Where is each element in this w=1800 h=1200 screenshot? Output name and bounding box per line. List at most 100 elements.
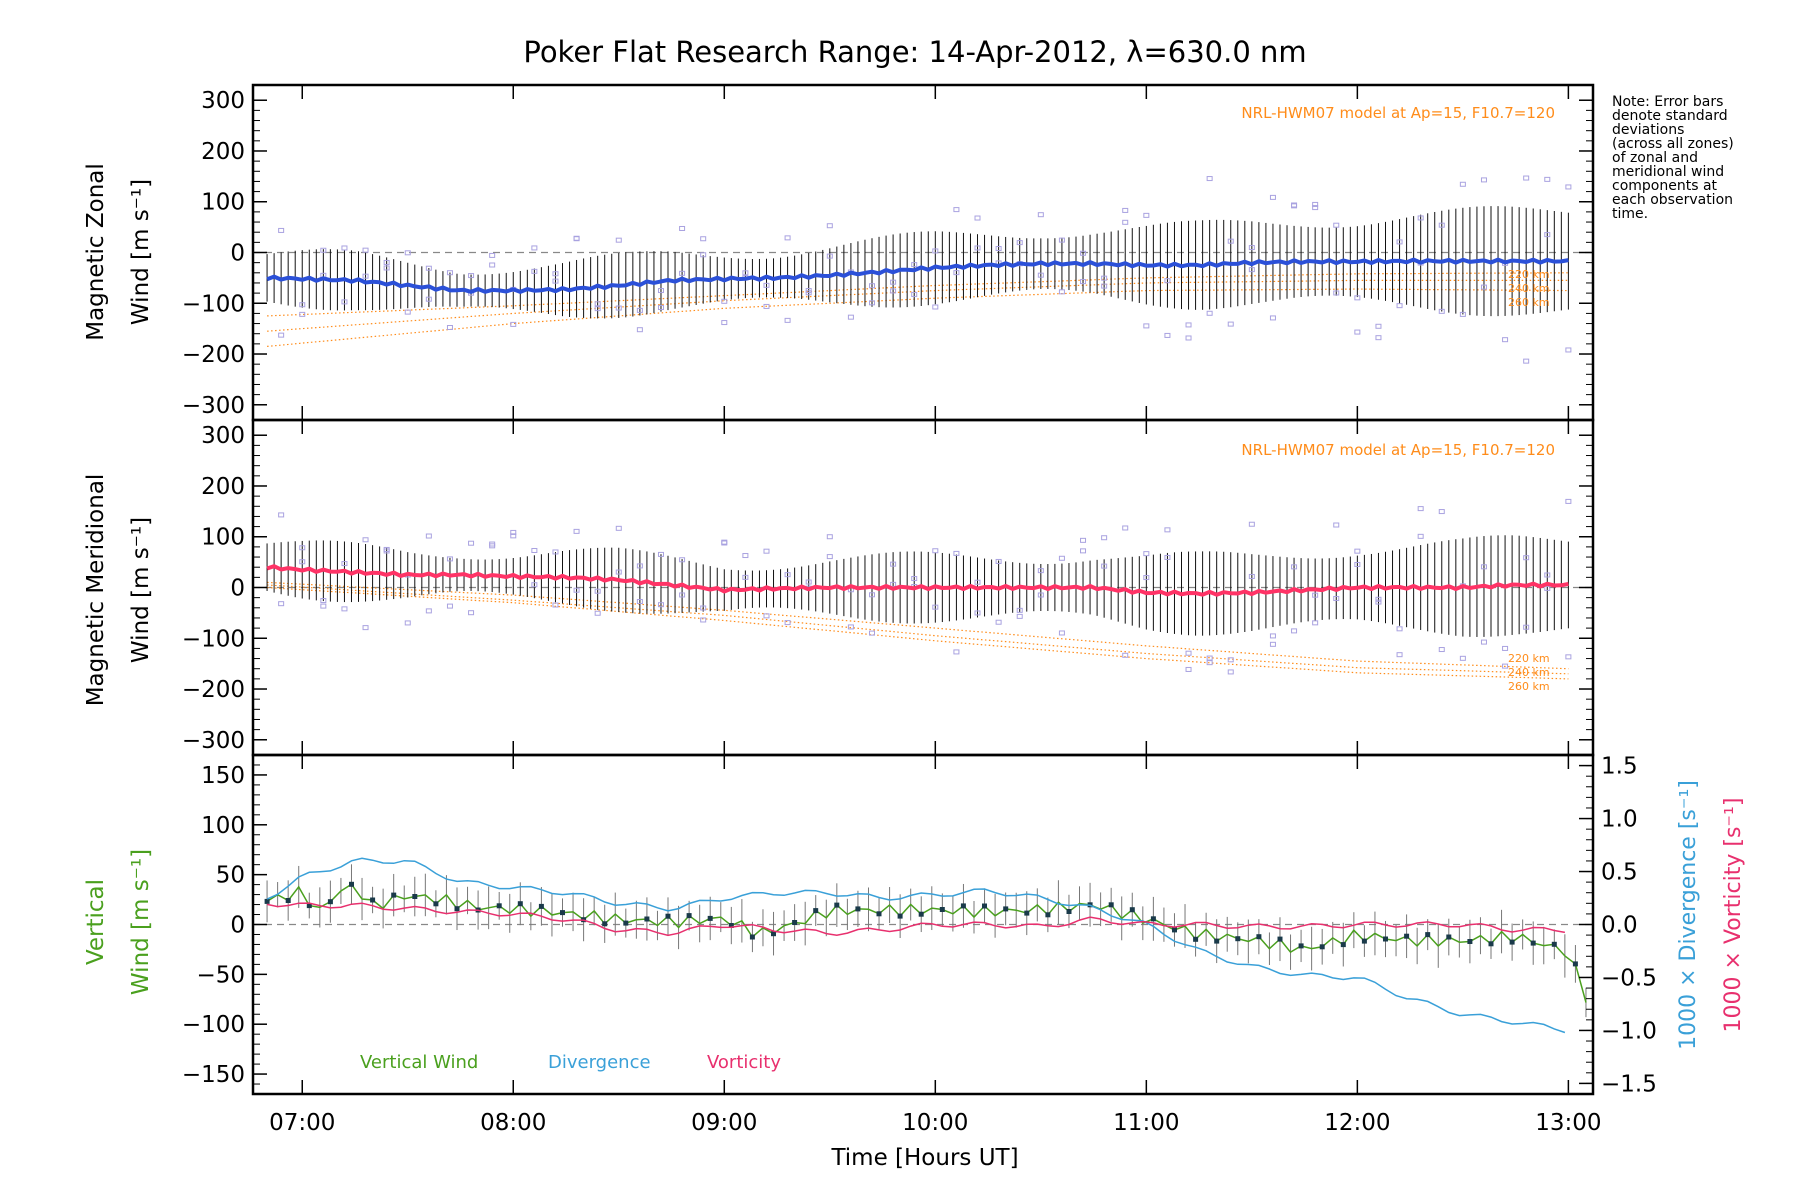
vertical-wind-point [897,913,903,919]
vertical-wind-point [517,901,523,907]
meridional-scatter-point [679,592,686,598]
vertical-y-tick-label: 50 [216,863,245,889]
vertical-wind-point [1256,934,1262,940]
meridional-scatter-point [1164,527,1171,533]
vertical-wind-point [1404,933,1410,939]
zonal-scatter-point [1122,219,1129,225]
meridional-scatter-point [425,608,432,614]
zonal-scatter-point [763,303,770,309]
vertical-wind-point [1129,907,1135,913]
zonal-scatter-point [1333,222,1340,228]
vertical-wind-point [792,920,798,925]
meridional-scatter-point [468,540,475,546]
zonal-scatter-point [657,288,664,294]
meridional-y-tick-label: −100 [182,626,245,652]
meridional-scatter-point [1480,639,1487,645]
meridional-scatter-point [1438,647,1445,653]
vertical-wind-point [707,915,713,921]
zonal-scatter-point [1185,335,1192,341]
meridional-y-axis-label: Magnetic Meridional Wind [m s⁻¹] [83,474,154,707]
vertical-right-y-ticks: 1.5 1.0 0.5 0.0 −0.5 −1.0 −1.5 [1579,754,1657,1097]
meridional-scatter-point [953,550,960,556]
zonal-scatter-point [1480,177,1487,183]
meridional-scatter-point [278,512,285,518]
zonal-scatter-point [1396,239,1403,245]
zonal-y-tick-label: 200 [201,139,245,165]
meridional-scatter-point [1206,660,1213,666]
note-line: deviations [1612,122,1684,138]
vertical-y-tick-label: −150 [182,1062,245,1088]
zonal-scatter-point [1333,290,1340,296]
vertical-wind-point [1214,938,1220,944]
meridional-scatter-point [1375,599,1382,605]
meridional-scatter-point [869,630,876,636]
x-tick-label: 09:00 [691,1110,757,1136]
zonal-scatter-point [1459,311,1466,317]
meridional-scatter-point [1438,509,1445,515]
zonal-ylabel-line1: Magnetic Zonal [83,163,109,341]
vertical-wind-point [1551,941,1557,947]
divergence-axis-label: 1000 × Divergence [s⁻¹] [1676,780,1701,1050]
zonal-scatter-point [1375,335,1382,341]
zonal-scatter-point [974,215,981,221]
meridional-model-height-240: 240 km [1508,666,1550,679]
meridional-scatter-point [1143,575,1150,581]
meridional-scatter-point [763,613,770,619]
meridional-scatter-point [299,559,306,565]
vertical-frame [251,753,1595,1096]
divergence-line [266,857,1566,1034]
meridional-scatter-point [1459,655,1466,661]
meridional-scatter-point [1206,655,1213,661]
meridional-scatter-point [974,579,981,585]
meridional-scatter-point [594,610,601,616]
vertical-wind-point [349,881,354,887]
zonal-scatter-point [1164,332,1171,338]
meridional-scatter-point [1122,652,1129,658]
legend-vertical-wind: Vertical Wind [360,1052,478,1073]
zonal-scatter-point [1523,175,1530,181]
meridional-scatter-point [531,582,538,588]
note-line: Note: Error bars [1612,94,1723,110]
zonal-scatter-point [700,236,707,242]
right-y-tick-label: −0.5 [1601,965,1657,991]
vertical-wind-point [982,903,987,909]
zonal-scatter-point [700,252,707,258]
meridional-scatter-point [1333,522,1340,528]
zonal-scatter-point [1312,205,1319,211]
zonal-scatter-point [1269,315,1276,321]
meridional-scatter-point [932,604,939,610]
zonal-scatter-point [1269,194,1276,200]
legend-vorticity: Vorticity [707,1052,781,1073]
vertical-wind-point [602,921,608,927]
right-y-tick-label: −1.5 [1601,1071,1657,1097]
vertical-wind-point [1488,941,1494,947]
meridional-scatter-point [1523,555,1530,561]
legend-divergence: Divergence [548,1052,651,1073]
zonal-scatter-point [763,282,770,288]
zonal-model-line-260km [267,288,1569,347]
vertical-wind-point [918,911,924,917]
meridional-scatter-point [1291,628,1298,634]
meridional-scatter-point [657,602,664,608]
vertical-wind-point [1150,916,1156,922]
meridional-scatter-point [1058,555,1065,561]
meridional-scatter-point [446,603,453,609]
vertical-y-tick-label: −100 [182,1012,245,1038]
zonal-y-ticks: 300 200 100 0 −100 −200 −300 [182,88,1593,419]
zonal-scatter-point [1101,283,1108,289]
meridional-y-tick-label: 100 [201,525,245,551]
vertical-ylabel-line2: Wind [m s⁻¹] [128,849,154,995]
meridional-scatter-point [1375,596,1382,602]
vertical-wind-point [538,903,544,909]
zonal-scatter-point [1037,212,1044,218]
zonal-scatter-point [278,227,285,233]
zonal-model-height-240: 240 km [1508,282,1550,295]
meridional-scatter-point [489,543,496,549]
right-y-tick-label: −1.0 [1601,1018,1657,1044]
zonal-scatter-point [1459,181,1466,187]
zonal-scatter-point [552,278,559,284]
right-y-tick-label: 1.5 [1601,754,1638,780]
meridional-scatter-point [826,554,833,560]
zonal-scatter-point [594,301,601,307]
zonal-y-tick-label: 100 [201,190,245,216]
